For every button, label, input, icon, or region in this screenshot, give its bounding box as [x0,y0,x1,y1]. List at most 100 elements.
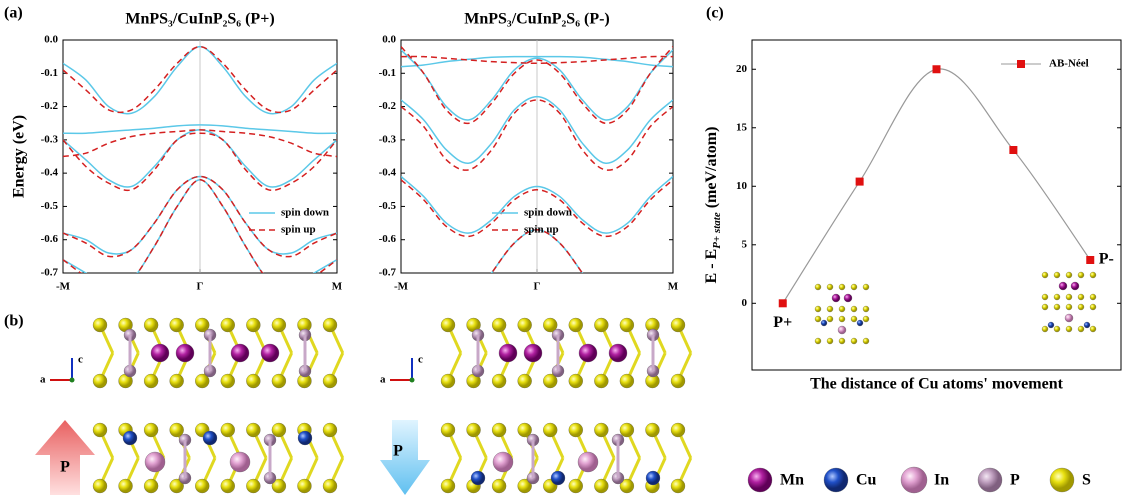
atom [323,318,337,332]
atom [151,344,169,362]
atom [838,326,846,334]
data-point [856,178,864,186]
atom [441,318,455,332]
atom-legend-label: In [934,472,949,489]
atom [1054,272,1060,278]
atom [298,431,312,445]
atom [1048,322,1054,328]
atom [821,320,827,326]
atom [246,479,260,493]
atom [827,338,833,344]
atom [1065,314,1073,322]
atom [832,294,840,302]
atom [231,344,249,362]
atom [144,374,158,388]
atom [93,374,107,388]
atom [1066,326,1072,332]
atom [518,318,532,332]
atom [1078,326,1084,332]
atom [851,338,857,344]
atom [851,316,857,322]
atom [978,468,1002,492]
atom [594,423,608,437]
atom [1059,282,1067,290]
atom [323,374,337,388]
legend-label: spin down [281,207,329,219]
atom [815,338,821,344]
atom [1054,304,1060,310]
x-tick-label: M [668,281,679,293]
atom [620,318,634,332]
atom [671,318,685,332]
atom [839,284,845,290]
axis-label: a [380,374,386,386]
atom [492,479,506,493]
y-tick-label: 0 [742,297,748,309]
y-tick-label: -0.2 [41,100,59,112]
atom [170,374,184,388]
atom [594,479,608,493]
y-tick-label: -0.4 [379,167,397,179]
atom [272,318,286,332]
atom [492,423,506,437]
atom [671,479,685,493]
data-point [1009,146,1017,154]
atom [467,423,481,437]
atom [815,306,821,312]
axis-label: c [78,354,83,366]
axis-origin [70,378,75,383]
atom [863,316,869,322]
chart-title: MnPS₃/CuInP₂S₆ (P+) [125,11,274,28]
data-point [779,299,787,307]
atom [221,374,235,388]
atom [221,423,235,437]
y-tick-label: 20 [736,63,748,75]
atom [569,479,583,493]
y-tick-label: -0.6 [41,233,59,245]
atom-legend-label: Mn [780,472,804,489]
atom [1042,326,1048,332]
atom [839,306,845,312]
atom [594,318,608,332]
y-tick-label: -0.1 [379,67,396,79]
atom [272,374,286,388]
atom-legend-label: S [1082,472,1091,489]
y-axis-label: E - EP+ state (meV/atom) [703,127,723,284]
y-tick-label: -0.7 [379,267,397,279]
atom [1054,326,1060,332]
atom [1090,304,1096,310]
atom [851,284,857,290]
atom [1050,468,1074,492]
atom [645,423,659,437]
axis-label: c [418,354,423,366]
legend-marker [1017,60,1025,68]
annotation: P+ [773,314,792,331]
atom [441,479,455,493]
x-tick-label: Γ [197,281,204,293]
atom [824,468,848,492]
atom [620,374,634,388]
atom [827,306,833,312]
x-axis-label: The distance of Cu atoms' movement [810,376,1064,393]
atom [1066,294,1072,300]
y-axis-label-part: (meV/atom) [703,127,720,213]
atom [1084,322,1090,328]
atom [492,374,506,388]
atom [441,374,455,388]
atom [1042,304,1048,310]
atom [1066,272,1072,278]
y-tick-label: -0.7 [41,267,59,279]
y-tick-label: -0.5 [379,200,397,212]
atom [671,374,685,388]
atom [144,423,158,437]
atom [221,318,235,332]
legend-label: AB-Néel [1049,58,1089,70]
atom [93,318,107,332]
panel-label: (a) [4,5,23,22]
atom [323,479,337,493]
atom [323,423,337,437]
atom [145,452,165,472]
atom [1078,294,1084,300]
atom [492,318,506,332]
atom [221,479,235,493]
